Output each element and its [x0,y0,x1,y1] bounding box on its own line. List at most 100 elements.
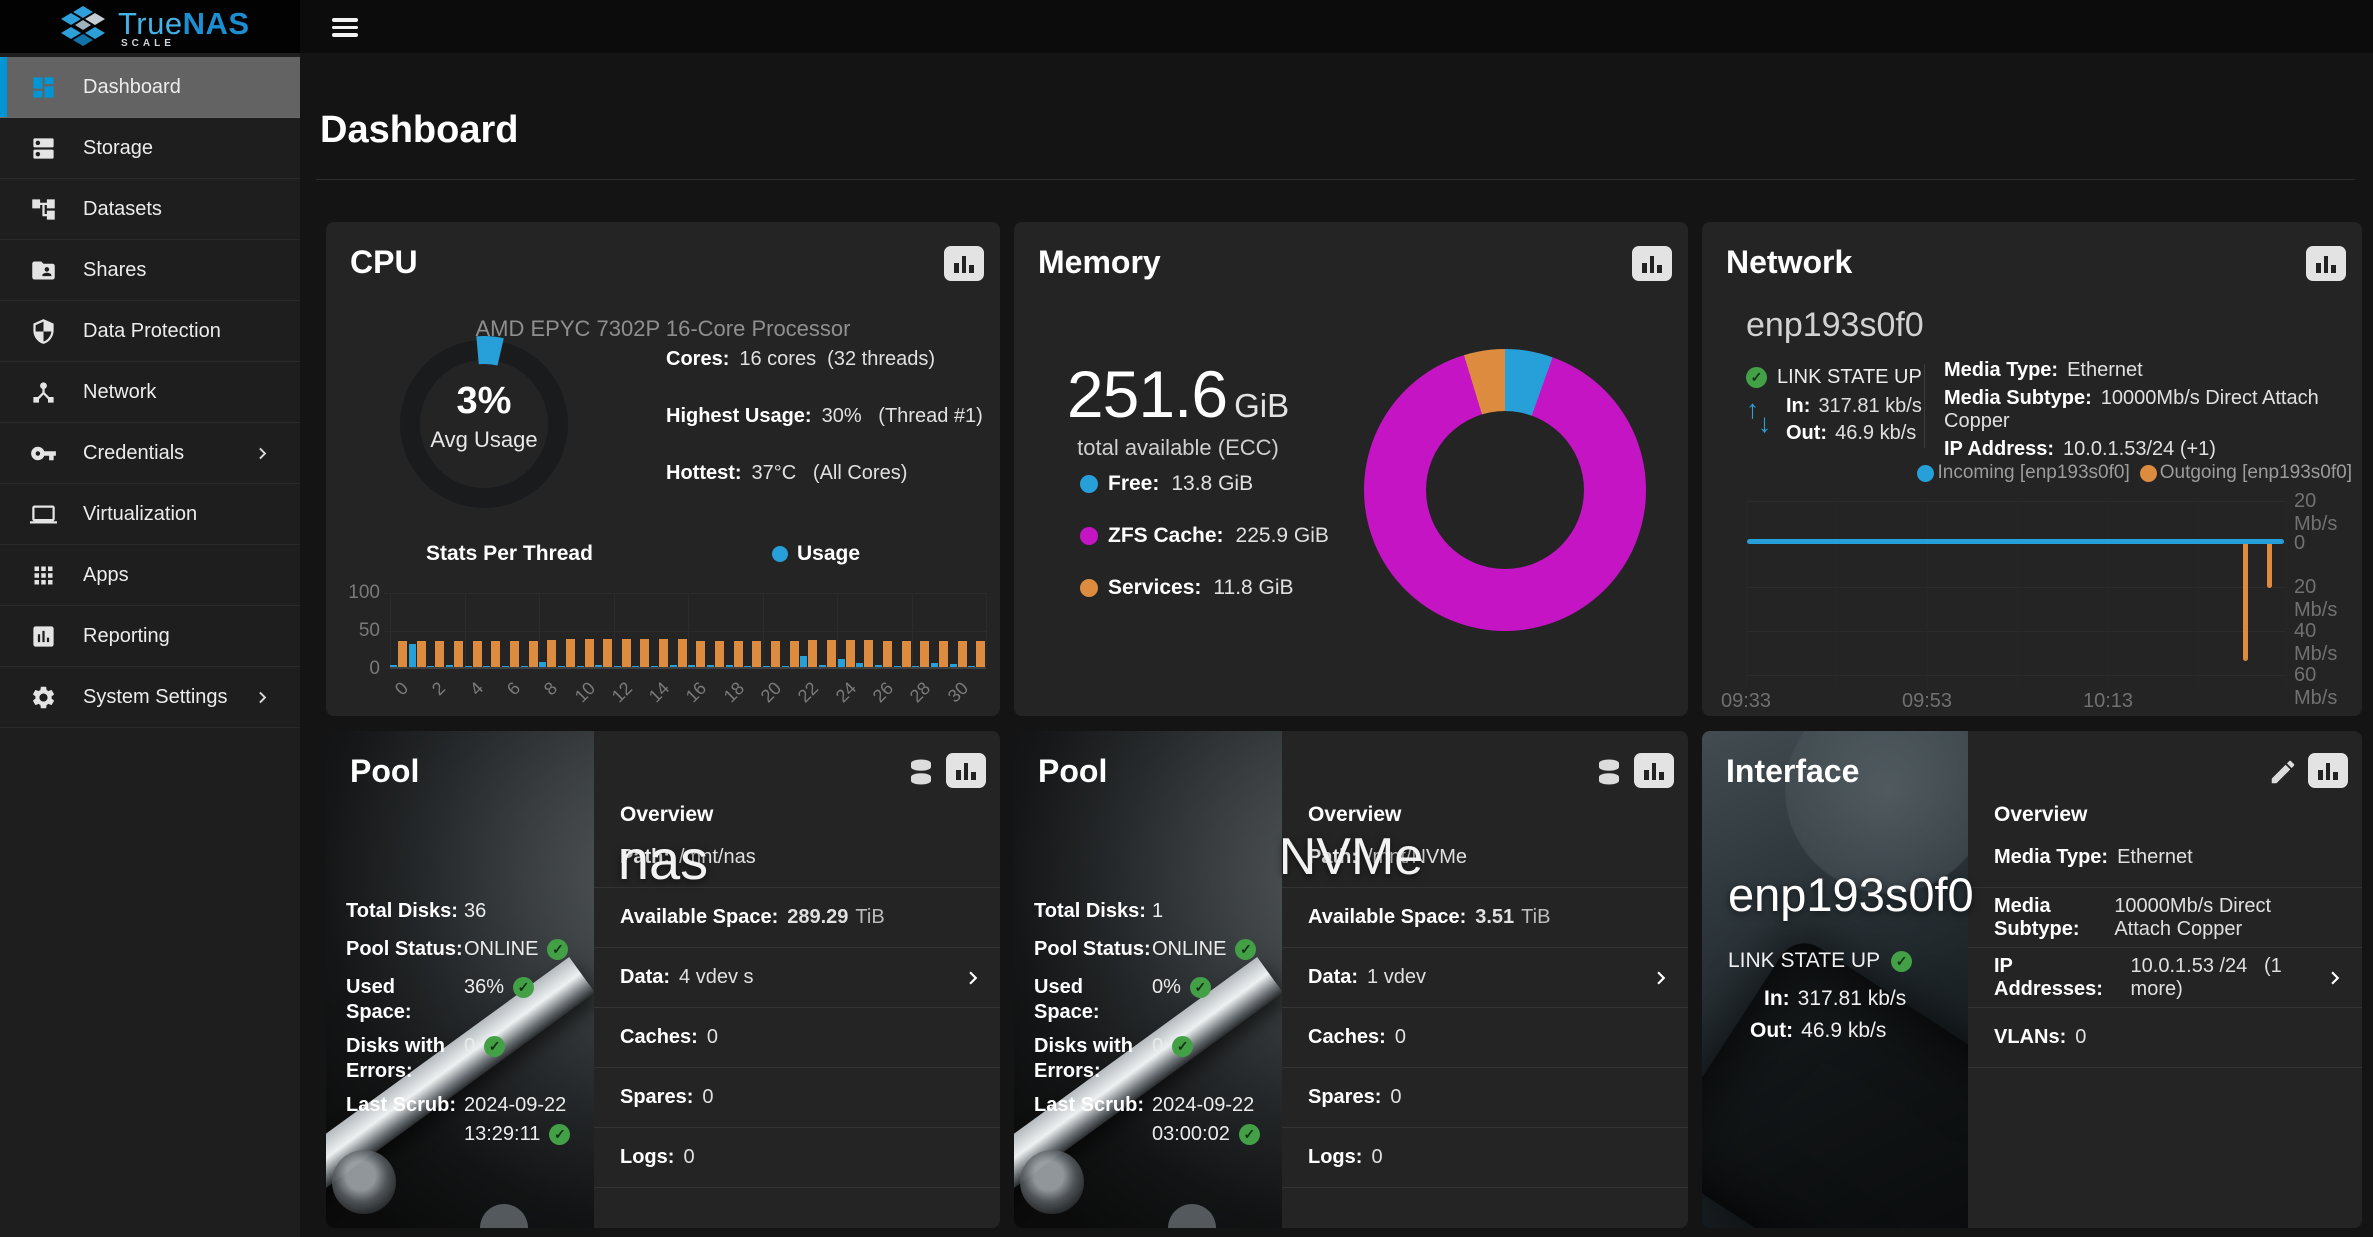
interface-link-state: LINK STATE UP ✓ [1728,949,1912,973]
pool-insights-button[interactable] [1634,753,1674,788]
pool-stat-rows: Total Disks:36Pool Status:ONLINE✓Used Sp… [346,899,992,1151]
cpu-gauge-text: 3% Avg Usage [384,380,584,453]
network-gridline [1836,501,1837,687]
network-y-tick-label: 60 Mb/s [2294,664,2362,710]
network-y-tick-label: 40 Mb/s [2294,620,2362,666]
pool-stat-value: 0✓ [464,1034,505,1084]
cpu-temp-bar [566,639,575,667]
pool-stat-value-text: 0% [1152,975,1181,1000]
sidebar-item-virtualization[interactable]: Virtualization [0,484,300,545]
cpu-usage-bar [838,659,845,667]
cpu-insights-button[interactable] [944,246,984,281]
cpu-x-tick-label: 16 [672,678,711,717]
menu-hamburger-icon[interactable] [332,14,362,40]
sidebar-item-data-protection[interactable]: Data Protection [0,301,300,362]
sidebar-item-storage[interactable]: Storage [0,118,300,179]
legend-dot-icon [2140,465,2157,482]
pool-stat-value-line: 03:00:02✓ [1152,1122,1260,1147]
pool-stat-label: Disks with Errors: [346,1034,464,1084]
memory-legend-item[interactable]: Free:13.8 GiB [1080,472,1329,496]
pool-insights-button[interactable] [946,753,986,788]
cpu-usage-bar [894,666,901,667]
chevron-right-icon [251,442,274,465]
overview-row-value: 10000Mb/s Direct Attach Copper [2114,895,2332,941]
network-gridline [1746,501,2286,502]
cpu-usage-bar [763,666,770,667]
cpu-temp-bar [491,641,500,667]
cpu-temp-bar [976,641,985,667]
cpu-temp-bar [473,641,482,667]
cpu-usage-bar [968,666,975,667]
network-y-tick-label: 0 [2294,532,2305,555]
cpu-gridline [384,593,986,594]
pool-stat-value: 2024-09-2213:29:11✓ [464,1093,570,1151]
cpu-temp-bar [958,641,967,667]
disks-stack-icon[interactable] [1594,757,1624,787]
interface-insights-button[interactable] [2308,753,2348,788]
cpu-x-tick-label: 30 [933,678,972,717]
cpu-per-thread-chart [390,593,986,669]
cpu-usage-bar [446,665,453,667]
pool-stat-value: 36%✓ [464,975,534,1025]
cpu-x-tick-label: 26 [859,678,898,717]
sidebar-item-datasets[interactable]: Datasets [0,179,300,240]
memory-legend-item[interactable]: ZFS Cache:225.9 GiB [1080,524,1329,548]
sidebar-item-label: Apps [83,564,129,587]
interface-card: Interface enp193s0f0 LINK STATE UP ✓ In:… [1702,731,2362,1228]
truenas-logo-scale-text: SCALE [121,38,175,49]
sidebar-item-network[interactable]: Network [0,362,300,423]
pool-stat-value-line: 1 [1152,899,1163,924]
cpu-temp-bar [827,640,836,667]
network-chart-legend: Incoming [enp193s0f0] Outgoing [enp193s0f… [1917,462,2352,484]
network-gridline [2017,501,2018,687]
pool-stat-row: Pool Status:ONLINE✓ [346,937,992,966]
interface-photo-panel: Interface [1702,731,1968,1228]
sidebar-item-dashboard[interactable]: Dashboard [0,57,300,118]
network-insights-button[interactable] [2306,246,2346,281]
chevron-right-icon[interactable] [2322,965,2348,991]
memory-legend-value: 11.8 GiB [1213,576,1293,600]
cpu-temp-bar [603,639,612,667]
truenas-logo-icon [56,4,110,50]
cpu-gridline [986,593,987,667]
sidebar-item-shares[interactable]: Shares [0,240,300,301]
truenas-dashboard-screen: TrueNAS SCALE Dashboard StorageDatasetsSh… [0,0,2373,1237]
memory-total-block: 251.6GiB total available (ECC) [1058,356,1298,461]
sidebar-item-credentials[interactable]: Credentials [0,423,300,484]
cpu-usage-bar [670,665,677,667]
memory-legend-item[interactable]: Services: 11.8 GiB [1080,576,1329,600]
network-gridline [1746,501,1747,687]
memory-legend-label: Services: [1108,576,1201,600]
network-legend-label: Incoming [enp193s0f0] [1937,462,2129,484]
overview-row-label: Media Type: [1994,846,2108,869]
pool-card-title: Pool [350,753,594,790]
pool-name: NVMe [1014,827,1688,887]
truenas-logo[interactable]: TrueNAS SCALE [0,0,300,53]
cpu-y-tick-label: 0 [332,658,380,680]
pool-stat-value-text: 13:29:11 [464,1122,540,1147]
cpu-chart-legend-usage[interactable]: Usage [772,542,860,566]
pool-stat-label: Total Disks: [1034,899,1152,928]
pool-stat-value-text: 36% [464,975,504,1000]
sidebar-item-apps[interactable]: Apps [0,545,300,606]
network-legend-outgoing[interactable]: Outgoing [enp193s0f0] [2140,462,2352,484]
network-y-tick-label: 20 Mb/s [2294,490,2362,536]
cpu-x-tick-label: 4 [449,678,488,717]
sidebar-item-reporting[interactable]: Reporting [0,606,300,667]
pool-stat-label: Pool Status: [1034,937,1152,966]
sidebar-item-label: Dashboard [83,76,181,99]
cpu-usage-bar [502,666,509,667]
cpu-temp-bar [771,641,780,667]
overview-row-ipaddresses[interactable]: IP Addresses:10.0.1.53 /24 (1 more) [1968,948,2362,1008]
edit-icon[interactable] [2268,757,2298,787]
cpu-gridline [614,593,615,667]
network-x-tick-label: 10:13 [2068,690,2148,713]
cpu-stat-label: Cores: [666,348,729,370]
cpu-usage-bar [782,666,789,667]
cpu-temp-bar [678,639,687,667]
sidebar-item-system-settings[interactable]: System Settings [0,667,300,728]
memory-insights-button[interactable] [1632,246,1672,281]
disks-stack-icon[interactable] [906,757,936,787]
network-legend-incoming[interactable]: Incoming [enp193s0f0] [1917,462,2129,484]
cpu-temp-bar [640,639,649,667]
